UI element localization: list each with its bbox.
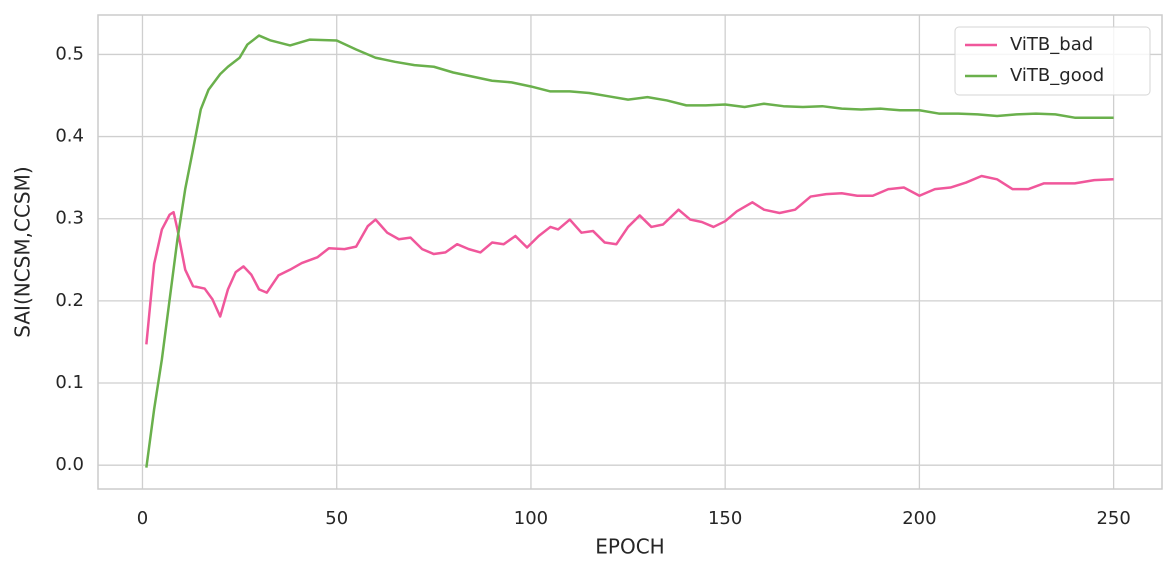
y-tick-label: 0.5 xyxy=(55,43,84,64)
plot-frame xyxy=(97,14,1163,490)
y-tick-label: 0.3 xyxy=(55,208,84,229)
y-tick-label: 0.1 xyxy=(55,372,84,393)
x-tick-label: 0 xyxy=(137,508,148,529)
x-tick-label: 250 xyxy=(1096,508,1130,529)
line xyxy=(145,34,1114,468)
y-tick-label: 0.4 xyxy=(55,126,84,147)
x-axis-label: EPOCH xyxy=(595,535,664,559)
legend-label: ViTB_bad xyxy=(1010,34,1093,55)
x-tick-label: 150 xyxy=(708,508,742,529)
y-axis-label: SAI(NCSM,CCSM) xyxy=(11,166,35,337)
x-tick-label: 100 xyxy=(514,508,548,529)
x-tick-label: 200 xyxy=(902,508,936,529)
x-tick-label: 50 xyxy=(325,508,348,529)
legend-box xyxy=(954,26,1151,96)
legend: ViTB_bad ViTB_good xyxy=(954,26,1151,96)
y-tick-label: 0.0 xyxy=(55,454,84,475)
legend-label: ViTB_good xyxy=(1010,65,1104,86)
line xyxy=(145,174,1114,345)
y-tick-label: 0.2 xyxy=(55,290,84,311)
